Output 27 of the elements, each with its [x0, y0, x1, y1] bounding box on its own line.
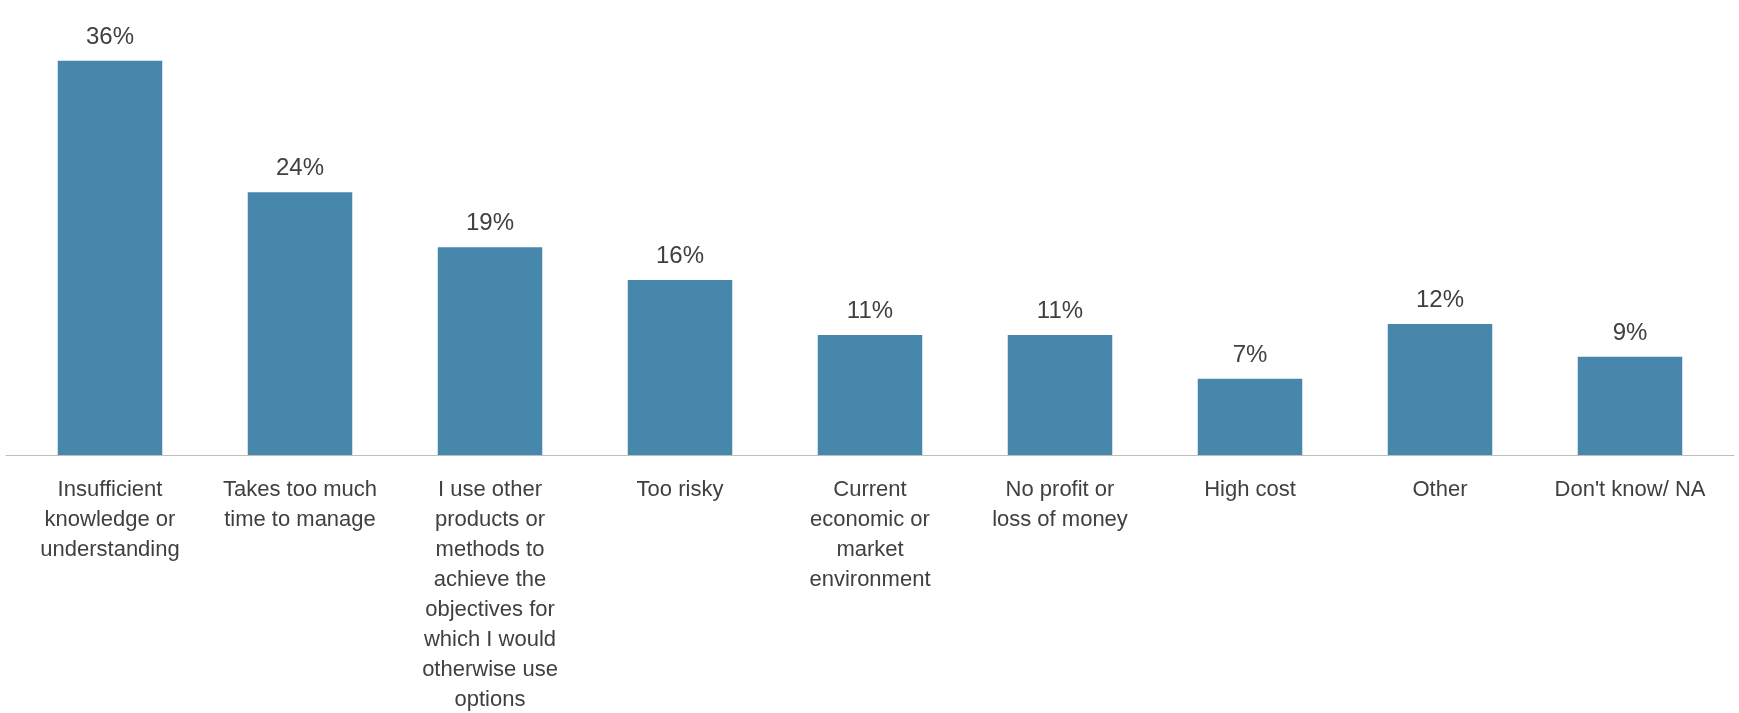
bar — [1197, 378, 1303, 456]
bar — [437, 247, 543, 456]
data-label: 12% — [1415, 284, 1465, 312]
x-tick-label: Current economic or market environment — [809, 475, 931, 591]
data-label: 9% — [1612, 317, 1648, 345]
data-label: 19% — [465, 208, 515, 236]
bar — [57, 60, 163, 456]
data-label: 11% — [846, 295, 894, 323]
bar — [817, 334, 923, 456]
bar — [1387, 323, 1493, 456]
data-label: 36% — [85, 21, 135, 49]
x-tick-label: Other — [1412, 475, 1468, 501]
bar — [627, 280, 733, 456]
x-tick-label: Takes too much time to manage — [222, 475, 378, 531]
bar — [1577, 356, 1683, 456]
data-label: 24% — [275, 153, 325, 181]
bar — [1007, 334, 1113, 456]
data-label: 16% — [655, 241, 705, 269]
x-tick-label: High cost — [1204, 475, 1296, 501]
x-tick-label: Don't know/ NA — [1554, 475, 1706, 501]
x-tick-label: Insufficient knowledge or understanding — [40, 475, 180, 561]
x-tick-label: No profit or loss of money — [992, 475, 1128, 531]
bar — [247, 192, 353, 456]
data-label: 7% — [1232, 339, 1268, 367]
x-tick-label: Too risky — [636, 475, 724, 501]
x-tick-label: I use other products or methods to achieve the objectives for which I would otherwise use options — [422, 475, 558, 711]
data-label: 11% — [1036, 295, 1084, 323]
